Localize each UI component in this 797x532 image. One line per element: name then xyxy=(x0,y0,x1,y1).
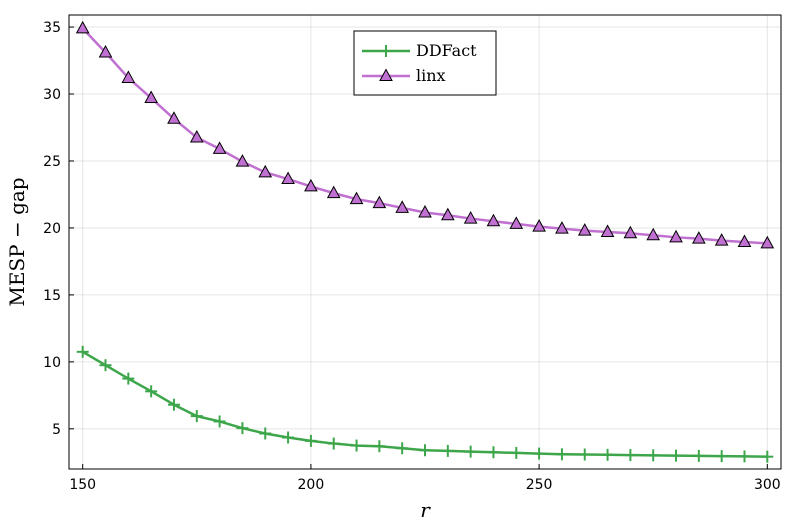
data-point xyxy=(555,448,568,461)
data-point xyxy=(532,219,546,232)
legend-box xyxy=(353,30,497,96)
x-axis-title: r xyxy=(420,498,431,522)
data-point xyxy=(463,211,478,224)
legend: DDFact linx xyxy=(353,30,497,96)
legend-entry: DDFact xyxy=(362,41,477,60)
data-point xyxy=(440,207,455,221)
plot-frame xyxy=(68,14,782,470)
data-point xyxy=(145,385,158,398)
legend-marker xyxy=(380,45,392,57)
y-tick-label: 15 xyxy=(43,288,61,304)
data-point xyxy=(577,223,592,236)
data-point xyxy=(486,213,501,227)
data-point xyxy=(189,129,204,143)
data-point xyxy=(259,427,272,440)
data-point xyxy=(144,90,158,104)
data-point xyxy=(760,235,775,249)
data-point xyxy=(737,234,752,247)
data-point xyxy=(738,450,751,463)
x-tick-label: 150 xyxy=(69,477,96,493)
data-point xyxy=(327,437,340,450)
y-tick-label: 5 xyxy=(52,422,61,438)
data-point xyxy=(692,231,706,244)
y-tick-label: 30 xyxy=(43,87,61,103)
data-point xyxy=(510,446,523,459)
series-line xyxy=(82,350,768,458)
data-point xyxy=(373,440,386,453)
data-point xyxy=(692,449,705,462)
x-tick-label: 300 xyxy=(754,477,781,493)
data-point xyxy=(326,185,341,199)
y-tick-label: 10 xyxy=(43,355,61,371)
data-point xyxy=(624,449,637,462)
x-tick-label: 200 xyxy=(298,477,325,493)
data-point xyxy=(304,178,318,192)
data-point xyxy=(282,431,295,444)
legend-label: DDFact xyxy=(416,41,477,60)
series-ddfact xyxy=(76,345,774,463)
series xyxy=(75,20,775,463)
y-axis-title: MESP − gap xyxy=(5,177,29,306)
y-axis: 5 10 15 20 25 30 35 xyxy=(43,20,74,438)
data-point xyxy=(418,204,432,218)
data-point xyxy=(601,448,614,461)
data-point xyxy=(167,398,180,411)
data-point xyxy=(715,450,728,463)
data-point xyxy=(669,229,683,243)
data-point xyxy=(395,200,410,213)
data-point xyxy=(441,444,454,457)
data-point xyxy=(647,449,660,462)
data-point xyxy=(714,233,729,246)
data-point xyxy=(236,422,249,435)
data-point xyxy=(464,445,477,458)
data-point xyxy=(761,450,774,463)
data-point xyxy=(600,224,615,237)
data-point xyxy=(487,446,500,459)
data-point xyxy=(670,449,683,462)
data-point xyxy=(98,44,113,58)
data-point xyxy=(190,410,203,423)
legend-entry: linx xyxy=(362,66,446,85)
data-point xyxy=(122,372,135,385)
data-point xyxy=(258,164,273,178)
data-point xyxy=(167,111,181,124)
data-point xyxy=(281,171,295,185)
grid xyxy=(69,15,781,469)
legend-label: linx xyxy=(416,66,446,85)
data-point xyxy=(396,442,409,455)
data-point xyxy=(419,444,431,457)
data-point xyxy=(304,434,317,447)
legend-marker xyxy=(379,68,393,81)
data-point xyxy=(349,191,364,205)
data-point xyxy=(212,141,227,154)
data-point xyxy=(372,195,387,209)
data-point xyxy=(213,415,226,428)
data-point xyxy=(623,225,638,239)
series-linx xyxy=(75,20,775,249)
data-point xyxy=(75,20,90,34)
data-point xyxy=(533,447,546,460)
y-tick-label: 25 xyxy=(43,154,61,170)
data-point xyxy=(555,221,569,234)
data-point xyxy=(99,359,112,372)
data-point xyxy=(350,439,363,452)
data-point xyxy=(121,70,136,83)
y-tick-label: 20 xyxy=(43,221,61,237)
x-axis: 150 200 250 300 xyxy=(69,464,781,493)
data-point xyxy=(578,448,591,461)
data-point xyxy=(235,154,250,167)
data-point xyxy=(646,227,661,241)
data-point xyxy=(509,216,524,229)
x-tick-label: 250 xyxy=(526,477,553,493)
data-point xyxy=(76,345,89,358)
y-tick-label: 35 xyxy=(43,20,61,36)
